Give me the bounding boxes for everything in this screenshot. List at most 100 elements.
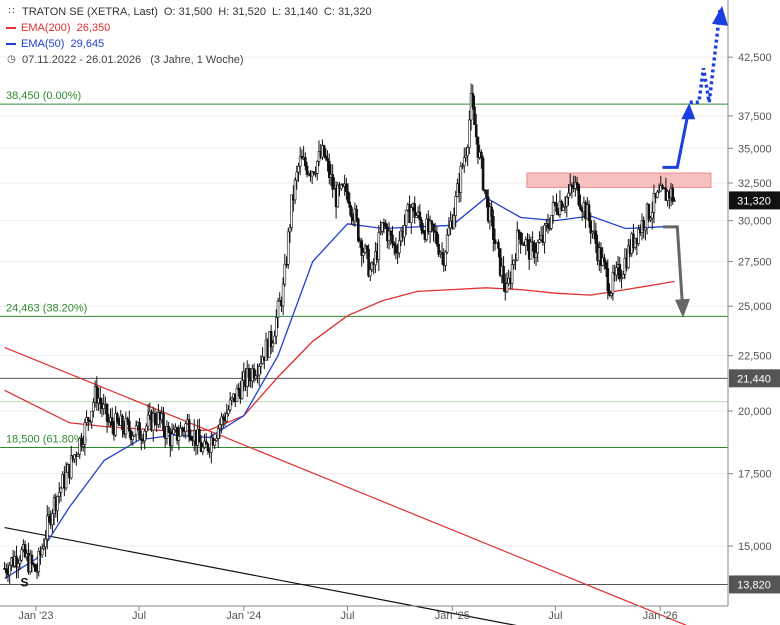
candle-body [327, 160, 331, 178]
candle-body [398, 240, 401, 254]
candle-body [389, 230, 393, 236]
candle-body [603, 257, 606, 263]
candle-body [461, 165, 464, 168]
candle-body [492, 216, 495, 240]
candle-body [546, 223, 550, 229]
candle-body [227, 409, 230, 414]
ema50-label: EMA(50) [21, 38, 65, 50]
candle-body [574, 182, 577, 189]
candle-body [536, 242, 540, 254]
horizontal-lines-layer: 38,450 (0.00%) 24,463 (38.20%) 18,500 (61.… [0, 90, 780, 594]
trend-line [4, 346, 688, 625]
candle-body [452, 215, 456, 229]
chart-legend: ∷ TRATON SE (XETRA, Last) O: 31,500 H: 3… [6, 4, 372, 68]
candle-body [40, 548, 44, 556]
candle-body [493, 239, 497, 244]
candle-body [656, 191, 659, 198]
candle-body [134, 425, 138, 436]
candle-body [283, 263, 287, 285]
candle-body [485, 189, 488, 198]
candle-body [305, 165, 309, 175]
candle-body [44, 538, 47, 548]
candle-body [170, 433, 174, 447]
candle-body [591, 231, 594, 234]
candle-body [534, 252, 538, 258]
candle-body [415, 215, 418, 218]
candle-body [459, 166, 463, 193]
candle-body [199, 441, 203, 452]
candle-body [348, 201, 352, 208]
candle-body [512, 259, 516, 266]
downside-arrow [663, 225, 685, 314]
candle-body [290, 194, 293, 228]
candle-body [420, 219, 423, 231]
y-tick-label: 15,000 [738, 541, 772, 553]
pivot-marker: S [20, 575, 28, 589]
candle-body [273, 335, 276, 344]
candle-body [20, 549, 23, 561]
candle-body [618, 264, 622, 280]
ema200-value: 26,350 [76, 22, 111, 34]
candle-body [502, 265, 505, 284]
candle-body [139, 438, 143, 441]
candle-body [498, 248, 502, 276]
candle-body [515, 230, 519, 261]
candle-body [647, 203, 651, 221]
candle-body [128, 420, 131, 432]
candle-body [153, 413, 157, 423]
candle-body [45, 515, 49, 540]
ema200-label: EMA(200) [21, 22, 71, 34]
candle-body [204, 440, 208, 445]
downside-arrowhead [674, 298, 690, 318]
candle-body [403, 225, 406, 238]
legend-title-row: ∷ TRATON SE (XETRA, Last) O: 31,500 H: 3… [6, 4, 371, 20]
candle-body [360, 240, 364, 256]
candle-body [350, 207, 353, 218]
candle-body [4, 568, 8, 574]
candle-body [32, 563, 35, 565]
candle-body [396, 252, 399, 255]
candle-body [177, 435, 181, 441]
candle-body [368, 269, 372, 277]
candle-body [83, 422, 87, 445]
candle-body [276, 300, 280, 318]
ohlc-low: 31,140 [284, 6, 318, 18]
candle-body [444, 251, 447, 266]
ohlc-open-label: O: [163, 6, 176, 18]
resistance-zone-layer [526, 172, 712, 188]
candle-body [514, 259, 517, 262]
candle-body [370, 262, 374, 270]
projection-arrowhead-dotted [712, 5, 729, 26]
date-span: (3 Jahre, 1 Woche) [150, 54, 244, 66]
candle-body [37, 551, 41, 572]
candle-body [435, 232, 439, 245]
candle-body [615, 267, 618, 276]
candle-body [604, 261, 608, 269]
candle-body [189, 436, 193, 441]
candle-body [180, 427, 184, 431]
ema50-value: 29,645 [70, 38, 105, 50]
candle-body [175, 426, 179, 441]
candle-body [59, 487, 63, 493]
candle-body [138, 422, 141, 440]
candle-body [462, 157, 466, 167]
candle-body [394, 245, 398, 254]
resistance-zone [526, 172, 712, 188]
y-tick-label: 27,500 [738, 256, 772, 268]
candle-body [642, 220, 645, 231]
candle-body [254, 375, 258, 379]
candle-body [230, 397, 234, 401]
candle-body [16, 563, 20, 568]
candle-body [187, 419, 191, 438]
candle-body [314, 173, 317, 175]
y-tick-label: 42,500 [738, 52, 772, 64]
candle-body [315, 160, 319, 174]
x-tick-label: Jul [340, 610, 354, 622]
candle-body [649, 217, 652, 221]
candle-body [269, 331, 273, 347]
candle-body [357, 218, 360, 242]
trend-line [4, 526, 517, 625]
candle-body [288, 227, 292, 233]
